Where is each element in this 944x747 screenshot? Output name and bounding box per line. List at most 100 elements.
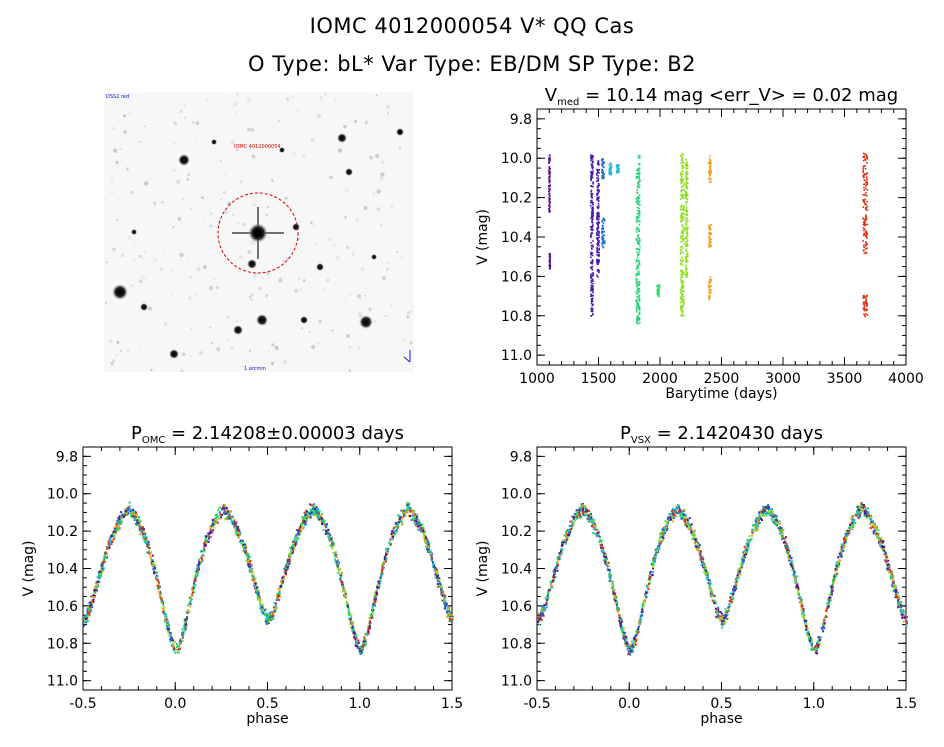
phase-point xyxy=(318,512,320,514)
lightcurve-point xyxy=(610,166,613,168)
phase-point xyxy=(420,525,423,528)
lightcurve-point xyxy=(591,168,594,170)
lightcurve-point xyxy=(687,234,689,237)
background-star xyxy=(380,224,383,226)
phase-point xyxy=(722,614,725,617)
phase-point xyxy=(388,541,391,544)
phase-point xyxy=(335,555,338,558)
lightcurve-point xyxy=(591,196,593,199)
lightcurve-point xyxy=(638,230,640,232)
phase-point xyxy=(151,561,154,563)
phase-point xyxy=(309,515,312,518)
lightcurve-point xyxy=(637,177,640,179)
phase-point xyxy=(312,511,315,514)
lightcurve-point xyxy=(681,283,684,285)
field-star xyxy=(396,128,404,136)
lightcurve-point xyxy=(637,314,639,317)
background-star xyxy=(171,294,173,296)
background-star xyxy=(354,119,358,124)
phase-point xyxy=(318,510,321,513)
lightcurve-point xyxy=(862,223,865,226)
lightcurve-point xyxy=(682,212,685,215)
phase-point xyxy=(167,628,170,631)
lightcurve-point xyxy=(637,202,640,205)
lightcurve-point xyxy=(638,273,640,276)
phase-point xyxy=(106,547,109,550)
phase-point xyxy=(201,560,204,563)
lightcurve-point xyxy=(590,245,593,247)
phase-point xyxy=(249,568,252,571)
lightcurve-point xyxy=(635,309,638,312)
background-star xyxy=(179,109,183,114)
phase-point xyxy=(312,503,315,506)
phase-point xyxy=(136,522,139,525)
lightcurve-point xyxy=(709,276,712,278)
lightcurve-point xyxy=(685,181,688,184)
phase-point xyxy=(134,512,137,515)
phase-point xyxy=(692,531,695,533)
lightcurve-point xyxy=(685,184,688,187)
lightcurve-point xyxy=(682,287,684,289)
lightcurve-point xyxy=(637,154,640,157)
phase-point xyxy=(139,527,142,530)
phase-point xyxy=(337,559,339,562)
lightcurve-point xyxy=(682,252,685,254)
phase-point xyxy=(134,523,137,526)
lightcurve-point xyxy=(635,173,638,175)
phase-point xyxy=(210,525,213,527)
lightcurve-point xyxy=(597,255,600,257)
lightcurve-point xyxy=(596,206,599,209)
lightcurve-point xyxy=(609,169,612,172)
lightcurve-point xyxy=(637,266,639,268)
lightcurve-point xyxy=(864,224,866,227)
lightcurve-point xyxy=(685,175,687,177)
background-star xyxy=(237,222,240,225)
lightcurve-point xyxy=(680,287,683,290)
phase-point xyxy=(295,529,298,532)
lightcurve-point xyxy=(597,197,600,200)
lightcurve-point xyxy=(608,169,611,172)
phase-point xyxy=(249,570,252,573)
lightcurve-point xyxy=(863,309,866,312)
phase-point xyxy=(239,540,241,543)
lightcurve-point xyxy=(708,226,711,228)
phase-point xyxy=(133,510,135,513)
lightcurve-point xyxy=(635,218,638,221)
phase_omc-points xyxy=(83,501,454,655)
lightcurve-point xyxy=(636,188,638,191)
lightcurve-point xyxy=(865,153,867,156)
phase-point xyxy=(370,617,373,620)
lightcurve-point xyxy=(637,242,640,244)
lightcurve-point xyxy=(635,177,638,179)
lightcurve-point xyxy=(865,180,867,182)
lightcurve-point xyxy=(638,169,641,172)
lightcurve-point xyxy=(548,181,551,184)
phase-point xyxy=(330,537,333,540)
lightcurve-point xyxy=(639,220,641,223)
lightcurve-point xyxy=(687,177,689,180)
phase-point xyxy=(412,512,415,515)
lightcurve-point xyxy=(592,280,594,282)
phase-point xyxy=(374,600,377,603)
phase-point xyxy=(205,539,208,542)
lightcurve-point xyxy=(685,222,687,224)
background-star xyxy=(239,180,243,184)
lightcurve-point xyxy=(685,260,687,263)
phase-point xyxy=(336,566,339,569)
background-star xyxy=(299,288,303,292)
lightcurve-point xyxy=(591,278,594,281)
lightcurve-point xyxy=(638,312,641,314)
lightcurve-point xyxy=(592,245,594,248)
phase-point xyxy=(449,617,452,620)
phase-point xyxy=(364,643,367,646)
phase-point xyxy=(400,523,403,526)
lightcurve-point xyxy=(681,224,683,226)
lightcurve-point xyxy=(637,234,640,236)
lightcurve-point xyxy=(590,178,592,181)
lightcurve-point xyxy=(686,239,689,242)
field-star xyxy=(371,254,377,260)
background-star xyxy=(187,262,190,264)
lightcurve-point xyxy=(591,310,593,312)
phase-point xyxy=(100,573,103,576)
